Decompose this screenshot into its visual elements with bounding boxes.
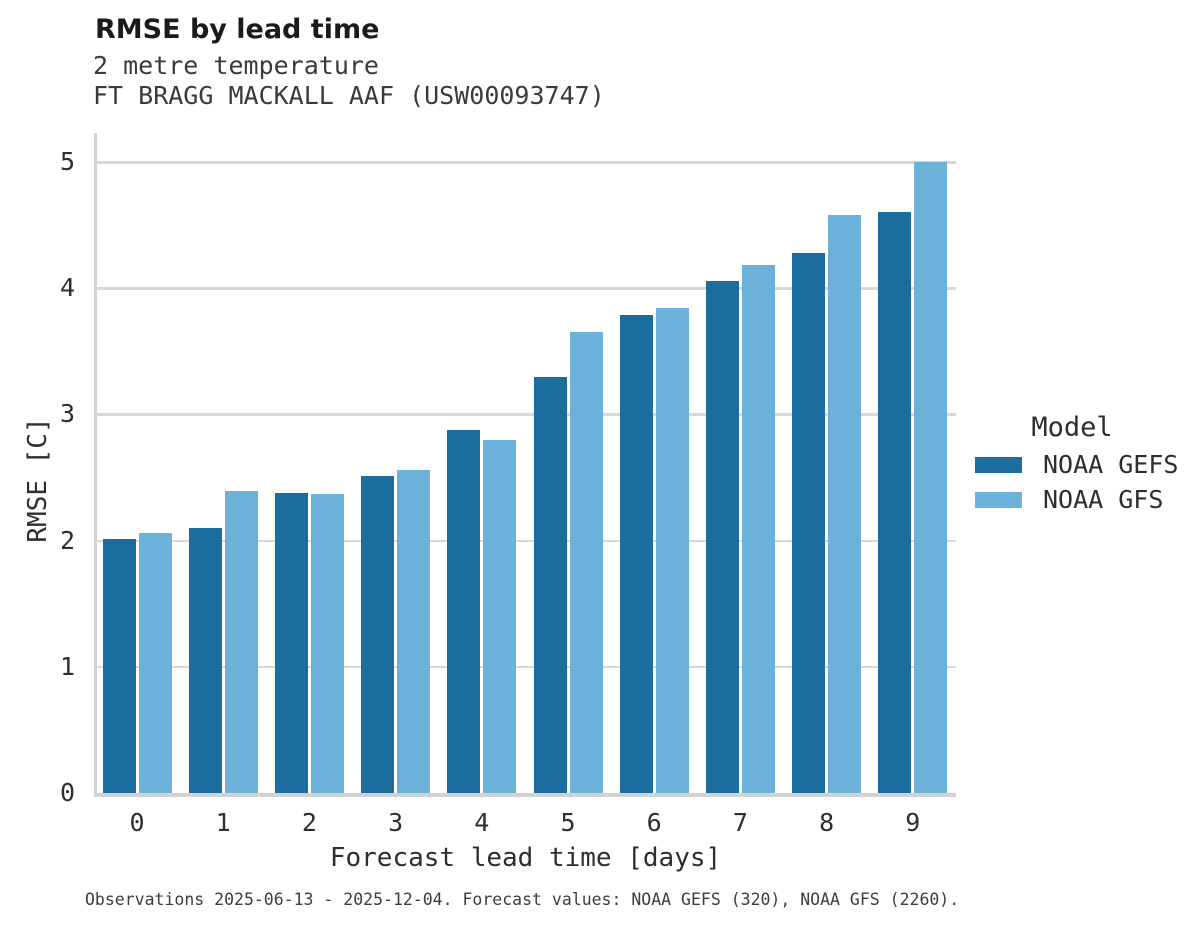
- x-axis-baseline: [95, 793, 956, 797]
- x-tick-label-6: 6: [646, 808, 662, 837]
- x-tick-label-3: 3: [388, 808, 404, 837]
- y-tick-label-4: 4: [59, 273, 75, 303]
- y-tick-label-0: 0: [59, 778, 75, 807]
- y-tick-label-5: 5: [59, 147, 75, 176]
- bar-noaa-gefs-lead-0: [102, 539, 136, 793]
- bar-noaa-gefs-lead-3: [361, 476, 395, 793]
- legend-item-noaa-gfs: NOAA GFS: [960, 485, 1195, 514]
- bar-noaa-gefs-lead-1: [188, 528, 222, 793]
- gridline-y-3: [95, 413, 956, 416]
- plot-area: [95, 133, 956, 793]
- x-axis-title: Forecast lead time [days]: [329, 843, 722, 873]
- bar-noaa-gefs-lead-7: [705, 281, 739, 793]
- bar-noaa-gfs-lead-3: [397, 470, 431, 793]
- legend-swatch-gefs-icon: [975, 457, 1022, 473]
- bar-noaa-gefs-lead-2: [274, 493, 308, 793]
- bar-noaa-gfs-lead-5: [569, 332, 603, 793]
- x-tick-label-9: 9: [905, 808, 921, 837]
- bar-noaa-gefs-lead-5: [533, 377, 567, 793]
- legend-title: Model: [1031, 412, 1113, 443]
- x-tick-label-8: 8: [819, 808, 835, 837]
- x-tick-label-1: 1: [215, 808, 231, 837]
- bar-noaa-gefs-lead-4: [447, 430, 481, 793]
- footer-note: Observations 2025-06-13 - 2025-12-04. Fo…: [85, 890, 960, 909]
- bar-noaa-gfs-lead-9: [914, 162, 948, 793]
- legend-label-gfs: NOAA GFS: [1043, 485, 1164, 514]
- chart-title: RMSE by lead time: [95, 14, 380, 45]
- x-tick-label-7: 7: [732, 808, 748, 837]
- x-tick-label-2: 2: [301, 808, 317, 837]
- bar-noaa-gfs-lead-1: [224, 491, 258, 793]
- y-axis-title: RMSE [C]: [23, 417, 53, 543]
- bar-noaa-gefs-lead-9: [878, 212, 912, 793]
- gridline-y-1: [95, 665, 956, 669]
- gridline-y-4: [95, 287, 956, 290]
- chart-subtitle-variable: 2 metre temperature: [93, 51, 379, 80]
- bar-noaa-gfs-lead-8: [828, 215, 862, 793]
- y-tick-label-2: 2: [59, 525, 75, 555]
- x-tick-label-4: 4: [474, 808, 490, 837]
- bar-noaa-gfs-lead-2: [310, 494, 344, 793]
- legend-item-noaa-gefs: NOAA GEFS: [960, 450, 1195, 479]
- bar-noaa-gefs-lead-8: [792, 253, 826, 793]
- y-tick-label-1: 1: [59, 651, 75, 681]
- legend-swatch-gfs-icon: [975, 492, 1022, 508]
- gridline-y-5: [95, 161, 956, 164]
- x-tick-label-0: 0: [129, 808, 145, 837]
- gridline-y-2: [95, 539, 956, 543]
- bar-noaa-gfs-lead-0: [138, 533, 172, 793]
- y-tick-label-3: 3: [59, 399, 75, 429]
- legend-label-gefs: NOAA GEFS: [1043, 450, 1179, 479]
- bar-noaa-gfs-lead-4: [483, 440, 517, 793]
- x-tick-label-5: 5: [560, 808, 576, 837]
- bar-noaa-gfs-lead-7: [741, 265, 775, 793]
- bar-noaa-gfs-lead-6: [655, 308, 689, 793]
- chart-subtitle-station: FT BRAGG MACKALL AAF (USW00093747): [93, 81, 605, 110]
- bar-noaa-gefs-lead-6: [619, 315, 653, 793]
- y-axis-spine: [94, 133, 97, 797]
